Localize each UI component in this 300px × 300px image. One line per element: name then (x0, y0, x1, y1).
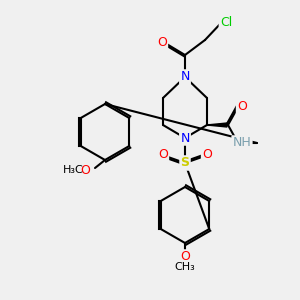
Text: N: N (180, 131, 190, 145)
Text: CH₃: CH₃ (175, 262, 195, 272)
Text: N: N (180, 70, 190, 83)
Text: Cl: Cl (220, 16, 232, 28)
Text: H₃C: H₃C (63, 165, 83, 175)
Text: O: O (80, 164, 90, 176)
Polygon shape (207, 123, 227, 127)
Text: NH: NH (232, 136, 251, 149)
Text: S: S (181, 157, 190, 169)
Text: O: O (158, 148, 168, 161)
Text: O: O (157, 37, 167, 50)
Text: O: O (237, 100, 247, 113)
Text: O: O (202, 148, 212, 161)
Text: O: O (180, 250, 190, 263)
